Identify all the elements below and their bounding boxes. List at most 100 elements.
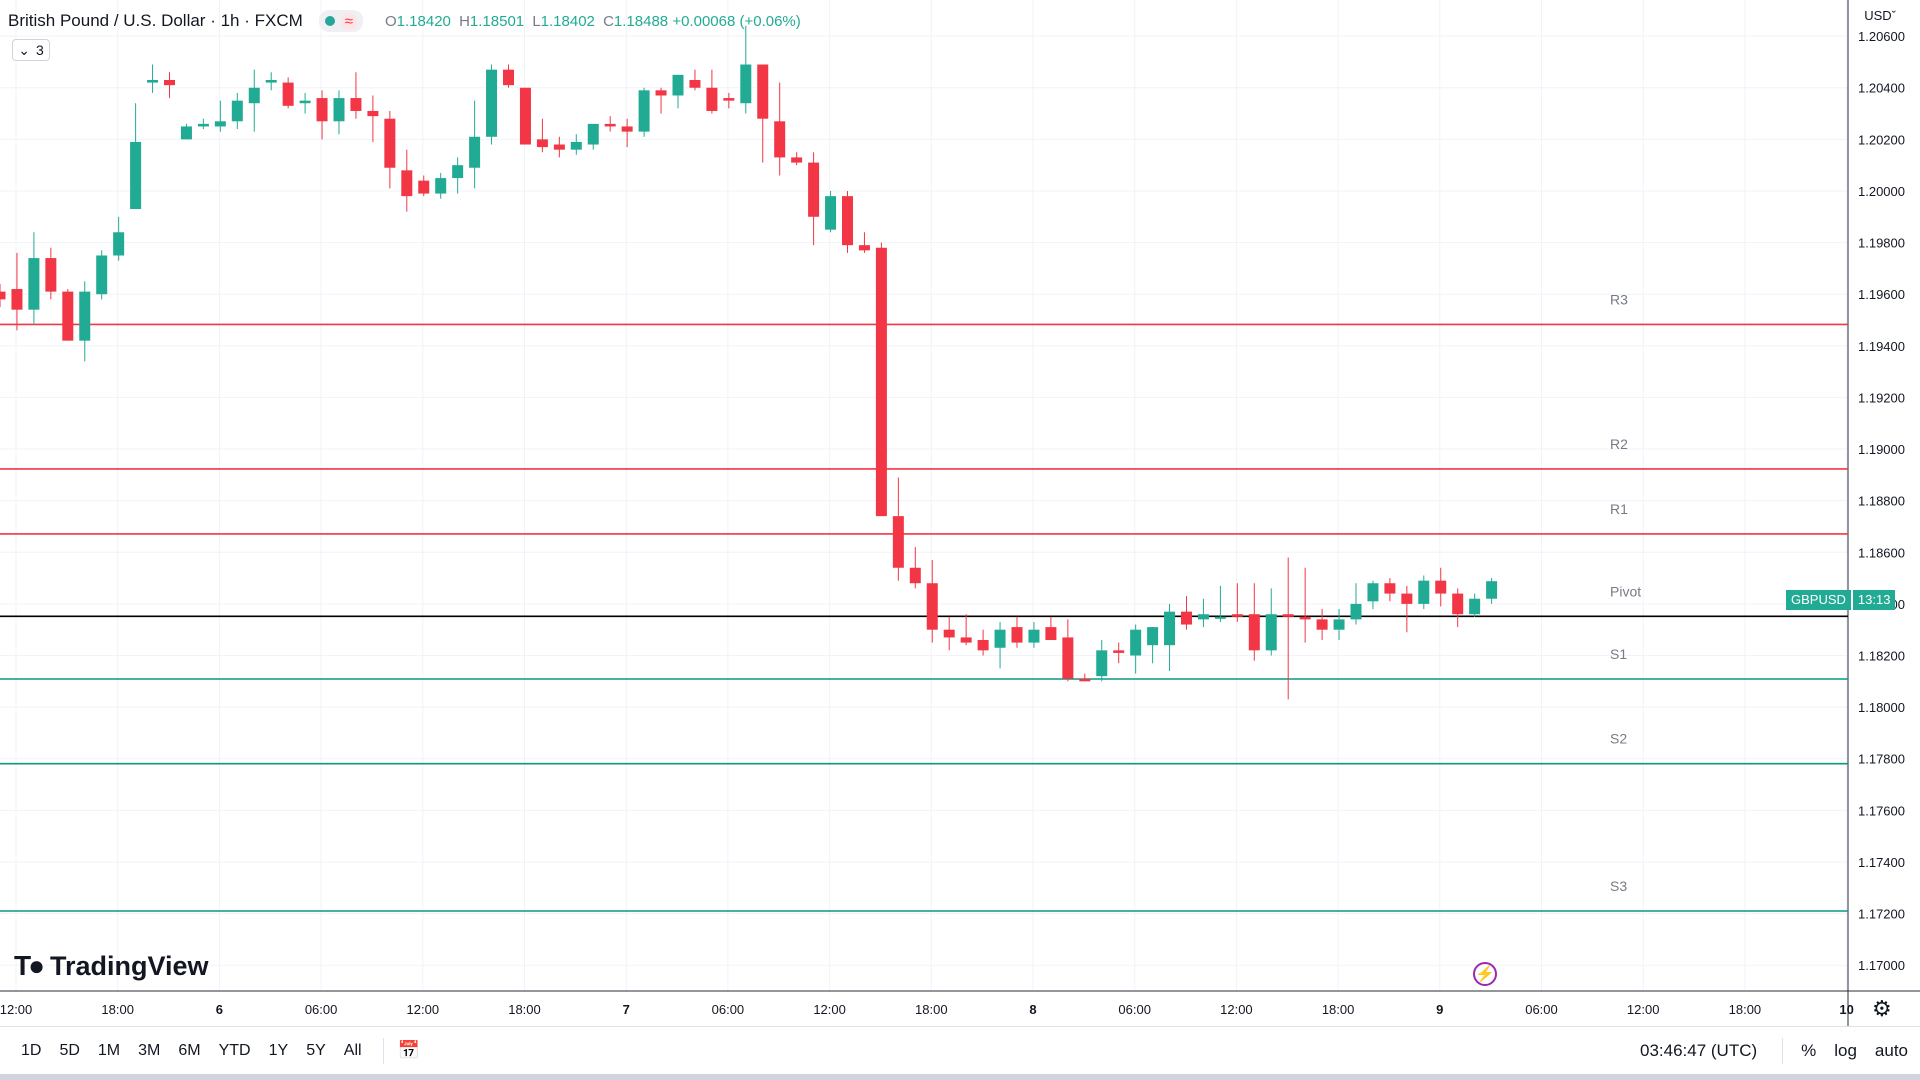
range-button-6m[interactable]: 6M [178, 1041, 201, 1059]
candle-body [960, 637, 972, 643]
candle-body [587, 123, 599, 145]
candle-body [1045, 627, 1057, 641]
y-tick-label: 1.20400 [1858, 81, 1905, 96]
y-tick-label: 1.17200 [1858, 907, 1905, 922]
candle-body [1214, 616, 1226, 619]
currency-label: USD [1864, 8, 1892, 23]
candle-body [757, 64, 769, 119]
candle-body [28, 258, 40, 310]
candle-body [503, 69, 514, 86]
candle-body [842, 196, 853, 246]
range-buttons: 1D 5D 1M 3M 6M YTD 1Y 5Y All [12, 1042, 371, 1060]
y-tick-label: 1.18800 [1858, 494, 1905, 509]
candle-body [265, 80, 277, 83]
x-tick-label: 10 [1839, 1002, 1853, 1017]
bottom-strip [0, 1074, 1920, 1080]
range-button-5y[interactable]: 5Y [306, 1041, 326, 1059]
candle-body [282, 82, 294, 106]
x-tick-label: 06:00 [305, 1002, 338, 1017]
candle-body [96, 255, 108, 295]
candle-body [1248, 614, 1260, 651]
last-price-badge: GBPUSD 13:13 [1786, 590, 1896, 610]
candle-body [1147, 627, 1159, 646]
candle-body [808, 162, 820, 217]
candle-body [909, 567, 921, 584]
candle-body [1164, 611, 1176, 646]
candle-body [248, 87, 260, 104]
candle-body [791, 157, 803, 163]
candle-body [1096, 650, 1108, 677]
x-tick-label: 7 [623, 1002, 630, 1017]
range-button-5d[interactable]: 5D [59, 1041, 80, 1059]
candle-body [45, 258, 57, 292]
indicators-count: 3 [35, 42, 44, 58]
candle-body [604, 123, 616, 127]
currency-selector[interactable]: USDˇ [1864, 8, 1896, 23]
close-value: 1.18488 [613, 12, 669, 30]
y-tick-label: 1.19800 [1858, 236, 1905, 251]
candle-body [0, 291, 6, 300]
range-button-1y[interactable]: 1Y [268, 1041, 289, 1059]
candle-body [553, 144, 565, 150]
price-chart[interactable]: 1.17000 1.17200 1.17400 1.17600 1.17800 1.180… [0, 0, 1920, 1026]
log-toggle[interactable]: log [1834, 1040, 1857, 1060]
candle-body [1469, 598, 1481, 615]
y-tick-label: 1.19600 [1858, 287, 1905, 302]
candle-body [1113, 650, 1125, 653]
range-button-all[interactable]: All [343, 1041, 362, 1059]
range-button-3m[interactable]: 3M [138, 1041, 161, 1059]
candle-body [672, 74, 684, 96]
market-status-pill[interactable]: ≈ [318, 10, 363, 32]
candle-body [401, 170, 413, 197]
chart-legend: British Pound / U.S. Dollar · 1h · FXCM … [8, 8, 801, 34]
range-button-ytd[interactable]: YTD [218, 1041, 251, 1059]
low-value: 1.18402 [540, 12, 595, 30]
candle-body [197, 123, 209, 127]
y-tick-label: 1.19200 [1858, 390, 1905, 405]
range-button-1d[interactable]: 1D [21, 1041, 42, 1059]
candle-body [638, 90, 650, 132]
utc-clock[interactable]: 03:46:47 (UTC) [1640, 1040, 1758, 1060]
auto-toggle[interactable]: auto [1874, 1040, 1908, 1060]
candle-body [977, 640, 989, 651]
indicators-toggle[interactable]: ⌄ 3 [12, 39, 50, 61]
y-tick-label: 1.20600 [1858, 29, 1905, 44]
candle-body [113, 232, 125, 256]
open-value: 1.18420 [396, 12, 451, 30]
y-tick-label: 1.19400 [1858, 339, 1905, 354]
badge-symbol: GBPUSD [1786, 590, 1851, 610]
x-tick-label: 12:00 [407, 1002, 440, 1017]
level-label-s1: S1 [1610, 646, 1627, 662]
candle-body [1316, 619, 1328, 630]
date-range-icon[interactable]: 📅 [397, 1040, 420, 1060]
tradingview-logo[interactable]: T● TradingView [14, 950, 209, 982]
y-tick-label: 1.20200 [1858, 132, 1905, 147]
x-tick-label: 06:00 [712, 1002, 745, 1017]
range-button-1m[interactable]: 1M [97, 1041, 121, 1059]
high-value: 1.18501 [469, 12, 525, 30]
candle-body [486, 69, 498, 137]
chevron-down-icon: ˇ [1891, 8, 1896, 23]
candle-body [825, 196, 837, 230]
candle-body [1401, 593, 1413, 604]
candle-body [147, 80, 159, 83]
y-tick-label: 1.18600 [1858, 545, 1905, 560]
gear-icon[interactable]: ⚙ [1872, 996, 1892, 1021]
candle-body [723, 98, 735, 101]
candle-body [1181, 611, 1192, 625]
lightning-icon[interactable]: ⚡ [1473, 962, 1497, 986]
percent-toggle[interactable]: % [1801, 1040, 1817, 1060]
tradingview-mark-icon: T● [14, 950, 45, 981]
symbol-title[interactable]: British Pound / U.S. Dollar · 1h · FXCM [8, 11, 303, 30]
badge-countdown: 13:13 [1852, 590, 1896, 610]
candle-body [418, 180, 430, 194]
candle-body [706, 87, 718, 111]
candle-body [1350, 603, 1362, 620]
scale-options: % log auto [1782, 1037, 1908, 1064]
x-tick-label: 9 [1436, 1002, 1443, 1017]
candle-body [299, 100, 311, 104]
x-tick-label: 18:00 [101, 1002, 134, 1017]
candle-body [79, 291, 91, 341]
x-tick-label: 12:00 [813, 1002, 846, 1017]
candle-body [994, 629, 1006, 648]
